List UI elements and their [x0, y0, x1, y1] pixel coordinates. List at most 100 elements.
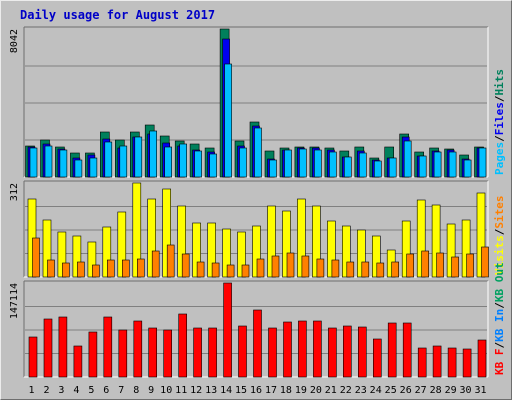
chart-panels: 8042Pages/Files/Hits312Visits/Sites14711…: [9, 26, 506, 378]
bar-visits: [162, 188, 171, 278]
bar-sites: [211, 262, 220, 278]
bar-sites: [32, 237, 40, 278]
bar-sites: [256, 258, 265, 278]
bar-sites: [286, 252, 295, 278]
bar-kbf: [357, 326, 367, 378]
bar-visits: [87, 241, 97, 278]
panel-visits-sites: 312 Visits/Sites: [9, 180, 506, 278]
bar-pages: [149, 130, 157, 178]
bar-visits: [297, 198, 306, 278]
bar-visits: [252, 225, 261, 278]
bar-sites: [361, 261, 370, 278]
x-axis-day-label: 21: [325, 385, 337, 396]
legend-entry: KB Out: [493, 262, 506, 302]
bar-visits: [356, 229, 366, 278]
bar-sites: [271, 255, 280, 278]
bar-kbf: [342, 325, 352, 378]
x-axis-day-label: 6: [103, 385, 109, 396]
bar-visits: [431, 204, 441, 278]
bar-pages: [119, 145, 128, 178]
bar-kbf: [447, 347, 457, 378]
x-axis-day-labels: 1 2 3 4 5 6 7 8 9 10 11 12 13 14 15 16 17 18 19 20 21 22 23 24 2…: [28, 385, 486, 396]
bar-pages: [179, 143, 187, 178]
bar-pages: [134, 136, 143, 178]
bar-pages: [403, 140, 412, 178]
bar-sites: [331, 259, 340, 278]
x-axis-day-label: 12: [190, 385, 202, 396]
x-axis-day-label: 4: [73, 385, 79, 396]
bar-visits: [312, 205, 321, 278]
bar-pages: [299, 148, 307, 178]
bar-visits: [371, 235, 381, 278]
bar-kbf: [58, 316, 68, 378]
x-axis-day-label: 16: [250, 385, 262, 396]
bar-kbf: [88, 331, 98, 378]
bar-sites: [421, 250, 430, 278]
legend-entry: Files: [493, 102, 506, 135]
legend-entry: KB F: [493, 349, 506, 376]
x-axis-day-label: 22: [340, 385, 352, 396]
x-axis-day-label: 23: [355, 385, 367, 396]
legend-entry: /: [493, 95, 506, 102]
bar-kbf: [208, 327, 217, 378]
chart-title: Daily usage for August 2017: [20, 8, 215, 22]
bar-sites: [122, 259, 130, 278]
bar-sites: [137, 258, 145, 278]
bar-kbf: [298, 320, 307, 378]
bar-sites: [107, 259, 115, 278]
bar-pages: [329, 151, 337, 178]
bar-sites: [47, 259, 55, 278]
bar-pages: [448, 151, 457, 178]
bar-visits: [192, 222, 201, 278]
bar-kbf: [193, 327, 202, 378]
bar-sites: [181, 253, 190, 278]
x-axis-day-label: 29: [445, 385, 457, 396]
x-axis-day-label: 20: [310, 385, 322, 396]
bar-pages: [29, 147, 38, 178]
bar-sites: [196, 261, 205, 278]
bar-pages: [224, 63, 232, 178]
x-axis-day-label: 1: [28, 385, 34, 396]
bar-kbf: [432, 345, 442, 378]
bar-kbf: [103, 316, 113, 378]
bar-sites: [436, 252, 444, 278]
bar-pages: [478, 147, 487, 178]
bar-visits: [327, 220, 336, 278]
x-axis-day-label: 30: [459, 385, 471, 396]
bar-sites: [241, 264, 250, 278]
x-axis-day-label: 3: [58, 385, 64, 396]
bar-sites: [77, 261, 85, 278]
bar-pages: [104, 141, 113, 178]
bar-kbf: [73, 345, 83, 378]
bar-kbf: [462, 348, 472, 378]
bar-pages: [388, 157, 397, 178]
bar-pages: [284, 149, 292, 178]
bar-visits: [401, 220, 411, 278]
x-axis-day-label: 26: [400, 385, 412, 396]
bar-kbf: [163, 329, 172, 378]
x-axis-day-label: 31: [474, 385, 486, 396]
bar-sites: [166, 244, 175, 278]
x-axis-day-label: 15: [235, 385, 247, 396]
bar-sites: [62, 262, 70, 278]
bar-visits: [72, 235, 82, 278]
bar-kbf: [223, 282, 232, 378]
bar-pages: [239, 147, 247, 178]
x-axis-day-label: 7: [118, 385, 124, 396]
y-axis-max-label: 8042: [9, 29, 20, 53]
x-axis-day-label: 19: [295, 385, 307, 396]
x-axis-day-label: 25: [385, 385, 397, 396]
bar-sites: [376, 262, 385, 278]
y-axis-max-label: 312: [9, 183, 20, 201]
bar-kbf: [253, 309, 262, 378]
x-axis-day-label: 10: [160, 385, 172, 396]
bar-kbf: [133, 320, 143, 378]
bar-pages: [194, 150, 202, 178]
bar-visits: [461, 219, 471, 278]
x-axis-day-label: 17: [265, 385, 277, 396]
bar-visits: [416, 199, 426, 278]
bar-visits: [117, 211, 127, 278]
x-axis-day-label: 9: [148, 385, 154, 396]
bar-visits: [147, 198, 156, 278]
